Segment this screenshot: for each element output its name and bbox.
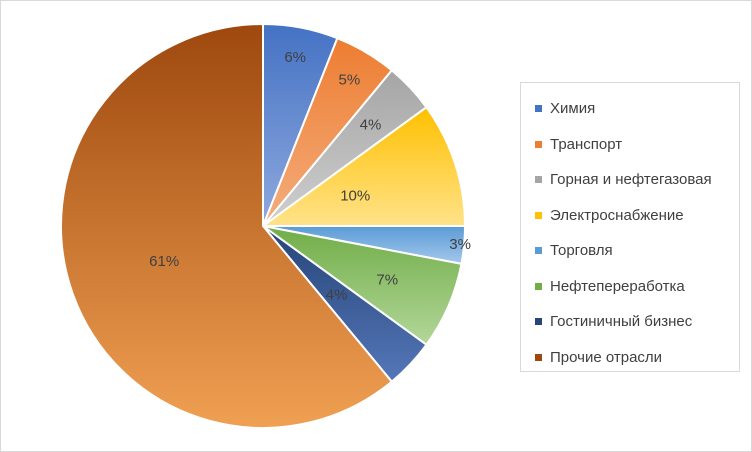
legend-item: Прочие отрасли: [521, 340, 739, 376]
legend-label: Электроснабжение: [550, 206, 684, 224]
legend-label: Торговля: [550, 242, 613, 260]
legend-swatch: [535, 247, 542, 255]
legend-swatch: [535, 211, 542, 219]
legend-swatch: [535, 353, 542, 361]
legend-label: Транспорт: [550, 135, 623, 153]
pie-slice: [259, 105, 467, 227]
data-label: 7%: [376, 271, 398, 288]
legend-label: Нефтепереработка: [550, 277, 685, 295]
data-label: 3%: [449, 236, 471, 253]
pie-slices: [60, 22, 467, 429]
legend-swatch: [535, 105, 542, 113]
legend-item: Горная и нефтегазовая: [521, 162, 739, 198]
legend-swatch: [535, 176, 542, 184]
data-label: 4%: [360, 117, 382, 134]
data-label: 6%: [284, 49, 306, 66]
legend-item: Электроснабжение: [521, 198, 739, 234]
legend-item: Транспорт: [521, 127, 739, 163]
legend-swatch: [535, 282, 542, 290]
legend-item: Торговля: [521, 233, 739, 269]
legend-label: Прочие отрасли: [550, 348, 663, 366]
data-label: 4%: [326, 287, 348, 304]
legend-swatch: [535, 140, 542, 148]
legend-swatch: [535, 318, 542, 326]
data-label: 5%: [339, 71, 361, 88]
legend-item: Гостиничный бизнес: [521, 304, 739, 340]
pie-data-labels: 6% 5% 4% 10% 3% 7% 4% 61%: [149, 49, 471, 304]
data-label: 61%: [149, 253, 179, 270]
data-label: 10%: [340, 188, 370, 205]
pie-slice: [60, 22, 394, 429]
legend-label: Гостиничный бизнес: [550, 313, 693, 331]
chart-legend: Химия Транспорт Горная и нефтегазовая Элект…: [520, 82, 740, 372]
legend-item: Химия: [521, 91, 739, 127]
legend-label: Химия: [550, 100, 596, 118]
legend-item: Нефтепереработка: [521, 269, 739, 305]
legend-label: Горная и нефтегазовая: [550, 171, 712, 189]
